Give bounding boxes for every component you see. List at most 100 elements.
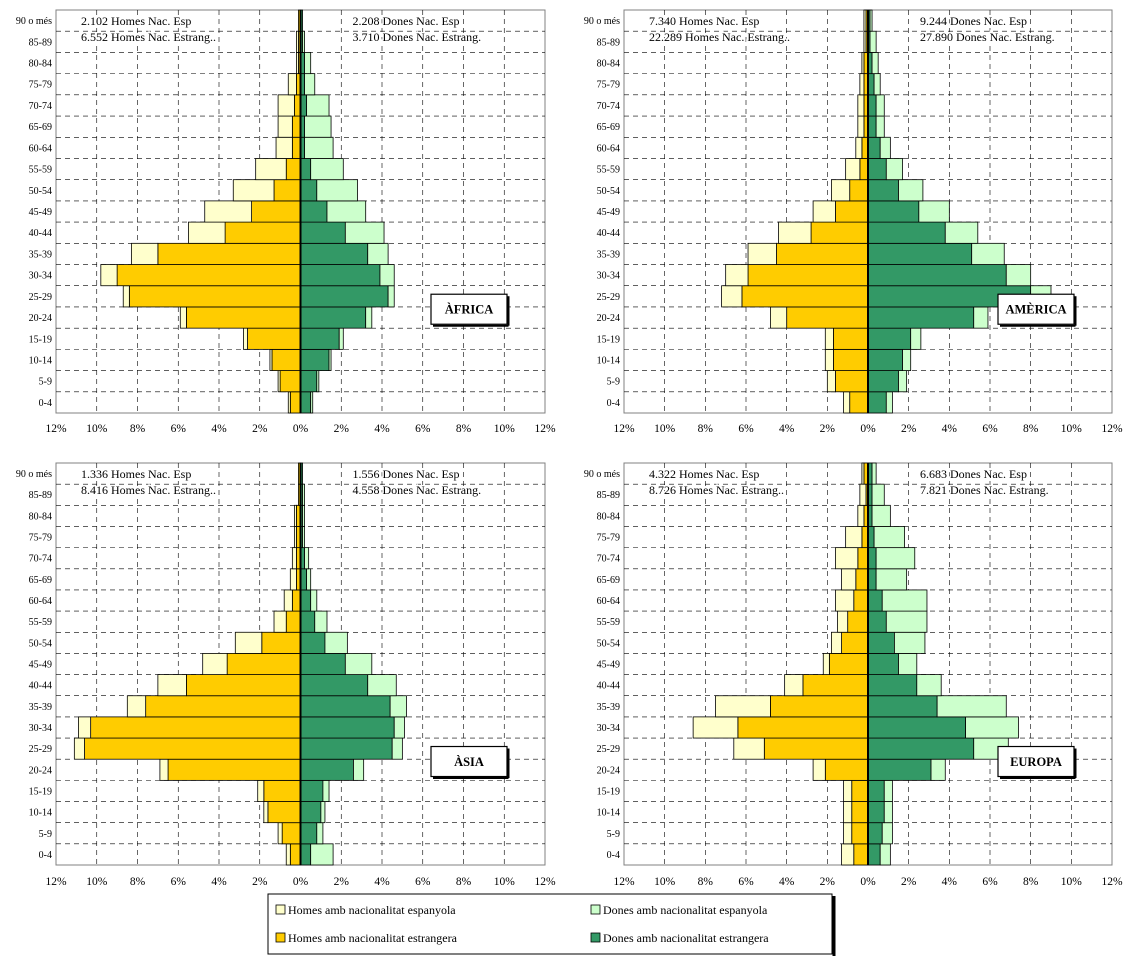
bar-homes-estrangera	[267, 801, 301, 824]
bar-dones-estrangera	[867, 136, 881, 159]
male-count-spanish: 4.322 Homes Nac. Esp	[649, 467, 759, 481]
bar-dones-espanyola	[304, 547, 310, 570]
legend: Homes amb nacionalitat espanyola Dones am…	[267, 893, 836, 956]
region-title: AMÈRICA	[1005, 303, 1066, 317]
male-count-spanish: 2.102 Homes Nac. Esp	[81, 14, 191, 28]
y-tick-label: 55-59	[597, 165, 620, 176]
bar-dones-espanyola	[885, 610, 928, 633]
legend-swatch	[275, 904, 286, 915]
bar-homes-espanyola	[831, 179, 851, 202]
bar-homes-espanyola	[277, 94, 295, 117]
x-tick-label: 8%	[456, 876, 472, 888]
bar-homes-espanyola	[296, 30, 299, 53]
y-tick-label: 45-49	[597, 660, 620, 671]
bar-dones-espanyola	[916, 674, 942, 697]
bar-dones-espanyola	[310, 391, 314, 414]
y-tick-label: 10-14	[597, 808, 620, 819]
bar-homes-espanyola	[835, 589, 855, 612]
bar-dones-espanyola	[387, 285, 395, 308]
bar-homes-estrangera	[145, 695, 301, 718]
bar-homes-espanyola	[831, 631, 842, 654]
bar-dones-estrangera	[300, 370, 318, 393]
y-tick-label: 65-69	[29, 122, 52, 133]
y-tick-label: 5-9	[607, 377, 620, 388]
bar-homes-estrangera	[291, 136, 301, 159]
bar-dones-estrangera	[300, 327, 340, 350]
bar-homes-espanyola	[843, 822, 853, 845]
bar-homes-espanyola	[747, 242, 777, 265]
bar-dones-espanyola	[898, 179, 924, 202]
bar-homes-espanyola	[243, 327, 248, 350]
bar-homes-estrangera	[802, 674, 869, 697]
x-tick-label: 6%	[738, 876, 754, 888]
y-tick-label: 50-54	[597, 186, 620, 197]
bar-dones-espanyola	[310, 158, 344, 181]
bar-homes-espanyola	[257, 779, 265, 802]
bar-homes-estrangera	[828, 653, 869, 675]
y-tick-label: 35-39	[29, 249, 52, 260]
female-count-spanish: 6.683 Dones Nac. Esp	[920, 467, 1027, 481]
bar-dones-espanyola	[930, 758, 946, 781]
y-tick-label: 0-4	[39, 398, 52, 409]
y-tick-label: 60-64	[29, 596, 52, 607]
bar-dones-espanyola	[338, 327, 344, 350]
bar-homes-estrangera	[849, 179, 869, 202]
bar-dones-estrangera	[300, 306, 367, 329]
bar-dones-estrangera	[867, 264, 1007, 287]
bar-dones-espanyola	[871, 52, 879, 75]
x-tick-label: 8%	[1023, 423, 1039, 435]
y-tick-label: 30-34	[29, 723, 52, 734]
y-tick-label: 80-84	[597, 511, 620, 522]
bar-homes-estrangera	[281, 822, 301, 845]
bar-homes-espanyola	[837, 610, 849, 633]
bar-homes-espanyola	[73, 737, 85, 760]
y-tick-label: 5-9	[39, 829, 52, 840]
male-count-foreign: 6.552 Homes Nac. Estrang..	[81, 30, 216, 44]
bar-homes-estrangera	[291, 589, 301, 612]
x-tick-label: 6%	[738, 423, 754, 435]
bar-dones-espanyola	[881, 822, 893, 845]
region-title-box	[430, 293, 508, 325]
bar-dones-espanyola	[885, 158, 903, 181]
bar-homes-estrangera	[289, 391, 301, 414]
y-tick-label: 55-59	[29, 617, 52, 628]
bar-homes-espanyola	[122, 285, 130, 308]
bar-homes-estrangera	[833, 327, 869, 350]
bar-homes-espanyola	[857, 115, 865, 138]
bar-homes-estrangera	[847, 610, 869, 633]
bar-dones-espanyola	[883, 801, 893, 824]
bar-dones-espanyola	[898, 653, 918, 675]
bar-homes-estrangera	[741, 285, 869, 308]
bar-dones-estrangera	[867, 547, 877, 570]
bar-dones-estrangera	[300, 264, 381, 287]
x-tick-label: 10%	[86, 423, 108, 435]
bar-homes-espanyola	[277, 115, 293, 138]
female-count-spanish: 2.208 Dones Nac. Esp	[353, 14, 460, 28]
bar-dones-espanyola	[322, 779, 330, 802]
bar-homes-espanyola	[159, 758, 169, 781]
bar-dones-estrangera	[300, 716, 395, 739]
male-count-foreign: 8.726 Homes Nac. Estrang..	[649, 483, 784, 497]
x-tick-label: 2%	[901, 876, 917, 888]
bar-dones-estrangera	[867, 653, 899, 675]
bar-homes-estrangera	[855, 568, 869, 591]
bar-dones-estrangera	[300, 200, 328, 223]
y-tick-label: 25-29	[597, 292, 620, 303]
bar-dones-estrangera	[300, 158, 312, 181]
bar-homes-estrangera	[851, 822, 869, 845]
bar-homes-espanyola	[100, 264, 118, 287]
y-tick-label: 25-29	[597, 744, 620, 755]
bar-dones-espanyola	[879, 843, 891, 866]
bar-homes-estrangera	[224, 221, 301, 244]
bar-homes-espanyola	[812, 758, 826, 781]
bar-homes-espanyola	[293, 526, 297, 549]
bar-dones-espanyola	[885, 391, 893, 414]
y-tick-label: 50-54	[29, 638, 52, 649]
y-tick-label: 90 o més	[16, 469, 52, 480]
bar-homes-espanyola	[855, 136, 863, 159]
bar-dones-estrangera	[867, 695, 938, 718]
bar-dones-estrangera	[300, 242, 369, 265]
bar-dones-espanyola	[367, 674, 397, 697]
bar-dones-espanyola	[944, 221, 979, 244]
